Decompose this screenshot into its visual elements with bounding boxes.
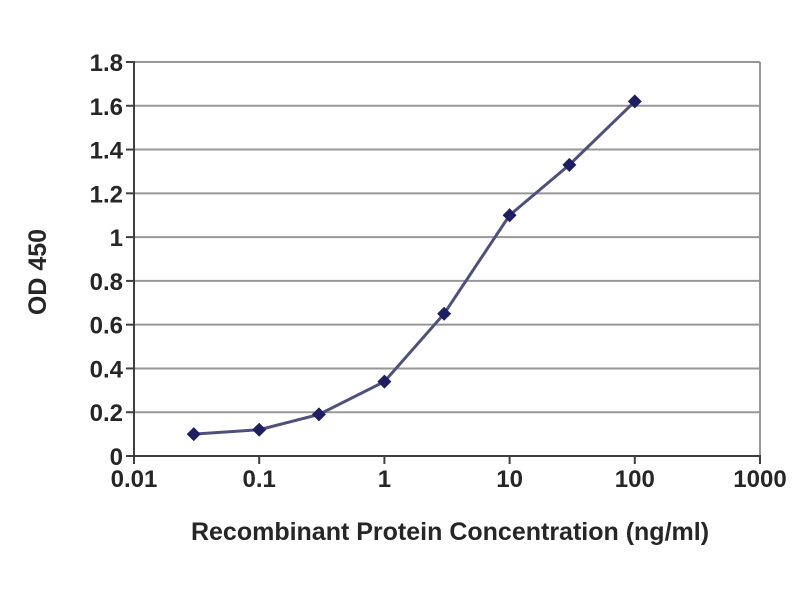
x-tick-label: 10: [496, 466, 523, 493]
data-point-marker: [562, 157, 577, 172]
y-tick-label: 1.2: [90, 181, 123, 208]
y-tick-label: 0.4: [90, 356, 124, 383]
data-point-marker: [502, 208, 517, 223]
y-tick-label: 0.2: [90, 400, 123, 427]
x-tick-label: 0.01: [111, 466, 158, 493]
data-point-marker: [437, 306, 452, 321]
axes: [126, 61, 761, 464]
x-tick-labels: 0.01 0.1 1 10 100 1000: [111, 466, 787, 493]
series-line: [193, 100, 636, 436]
y-tick-label: 1.4: [90, 138, 124, 165]
data-point-marker: [311, 407, 326, 422]
x-axis-title: Recombinant Protein Concentration (ng/ml…: [191, 518, 709, 546]
data-point-marker: [377, 374, 392, 389]
data-point-marker: [252, 422, 267, 437]
series: [186, 94, 642, 442]
y-tick-label: 0.8: [90, 269, 123, 296]
data-point-marker: [627, 94, 642, 109]
y-axis-title: OD 450: [24, 229, 52, 315]
gridlines: [134, 61, 761, 456]
x-tick-label: 100: [615, 466, 655, 493]
y-tick-label: 1.6: [90, 94, 123, 121]
x-tick-label: 0.1: [243, 466, 276, 493]
y-tick-label: 1: [110, 225, 123, 252]
x-tick-label: 1000: [733, 466, 786, 493]
data-point-marker: [186, 427, 201, 442]
y-tick-label: 0.6: [90, 313, 123, 340]
x-tick-label: 1: [378, 466, 391, 493]
y-tick-labels: 0 0.2 0.4 0.6 0.8 1 1.2 1.4 1.6 1.8: [90, 50, 124, 471]
y-tick-label: 1.8: [90, 50, 123, 77]
y-tick-label: 0: [110, 444, 123, 471]
